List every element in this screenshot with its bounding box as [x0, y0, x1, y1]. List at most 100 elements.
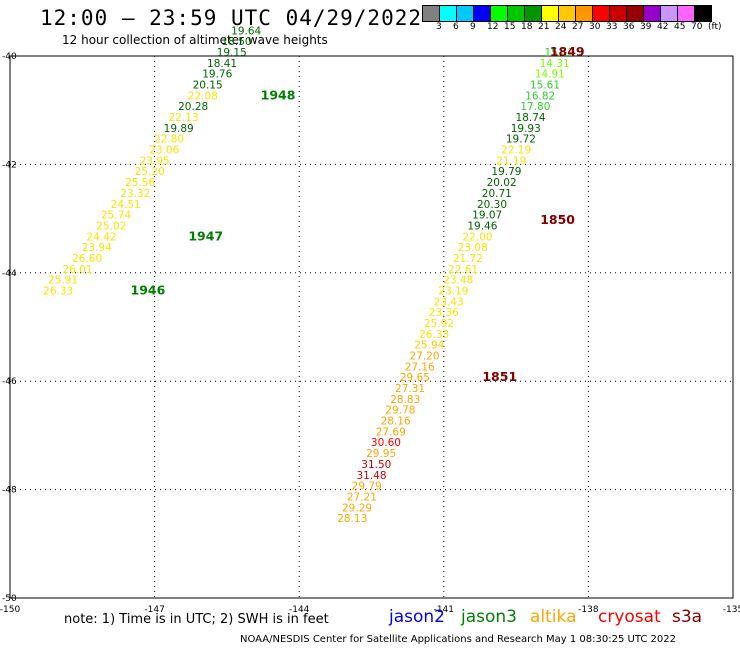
color-scale-tick: 3: [436, 22, 442, 32]
color-swatch: [661, 5, 678, 22]
swh-data-label: 14.31: [540, 58, 570, 70]
swh-data-label: 23.48: [443, 275, 473, 287]
swh-data-label: 31.50: [361, 459, 391, 471]
swh-data-label: 22.61: [448, 264, 478, 276]
swh-data-label: 16.82: [525, 90, 555, 102]
color-swatch: [576, 5, 593, 22]
footer-note: note: 1) Time is in UTC; 2) SWH is in fe…: [64, 612, 329, 627]
swh-data-label: 24.42: [87, 231, 117, 243]
swh-data-label: 28.13: [337, 513, 367, 525]
color-scale-tick: (ft): [708, 22, 722, 32]
y-tick-label: -46: [2, 377, 17, 387]
swh-data-label: 21.72: [453, 253, 483, 265]
color-scale-tick: 9: [470, 22, 476, 32]
satellite-legend-item: altika: [530, 607, 577, 627]
color-scale-tick: 21: [538, 22, 550, 32]
time-label: 1948: [261, 87, 296, 102]
swh-data-label: 19.79: [491, 166, 521, 178]
color-scale-tick: 12: [487, 22, 499, 32]
color-swatch: [457, 5, 474, 22]
swh-data-label: 19.46: [467, 220, 497, 232]
swh-data-label: 19.72: [506, 134, 536, 146]
swh-data-label: 29.95: [366, 448, 396, 460]
swh-data-label: 22.08: [188, 90, 218, 102]
swh-data-label: 17.80: [520, 101, 550, 113]
swh-data-label: 23.43: [434, 296, 464, 308]
y-tick-label: -40: [2, 52, 17, 62]
color-scale-bar: [422, 5, 712, 22]
color-scale-tick: 30: [589, 22, 601, 32]
color-swatch: [491, 5, 508, 22]
swh-data-label: 26.60: [72, 253, 102, 265]
satellite-legend-item: cryosat: [598, 607, 661, 627]
swh-data-label: 28.16: [381, 416, 411, 428]
swh-data-label: 15.61: [530, 80, 560, 92]
swh-data-label: 23.19: [438, 285, 468, 297]
swh-data-label: 25.91: [48, 275, 78, 287]
swh-data-label: 27.31: [395, 383, 425, 395]
swh-data-label: 29.79: [352, 481, 382, 493]
swh-data-label: 22.19: [501, 145, 531, 157]
swh-data-label: 23.06: [149, 145, 179, 157]
swh-data-label: 18.41: [207, 58, 237, 70]
y-tick-label: -42: [2, 160, 17, 170]
y-tick-label: -44: [2, 269, 17, 279]
page-title: 12:00 – 23:59 UTC 04/29/2022: [40, 6, 423, 30]
swh-data-label: 19.89: [164, 123, 194, 135]
x-tick-label: -144: [289, 605, 310, 615]
x-tick-label: -138: [578, 605, 599, 615]
swh-data-label: 27.69: [376, 426, 406, 438]
swh-data-label: 19.64: [231, 25, 261, 37]
color-scale-tick: 70: [691, 22, 703, 32]
color-scale-tick: 36: [623, 22, 635, 32]
swh-data-label: 18.74: [516, 112, 546, 124]
swh-data-label: 20.15: [193, 80, 223, 92]
y-tick-label: -50: [2, 594, 17, 604]
swh-data-label: 25.56: [125, 177, 155, 189]
color-scale-ticks: 3 6 9 12 15 18 21 24 27 30 33 36 39 42 45 70 (ft): [422, 22, 740, 36]
color-swatch: [422, 5, 440, 22]
swh-data-label: 20.28: [178, 101, 208, 113]
swh-data-label: 25.20: [135, 166, 165, 178]
page-subtitle: 12 hour collection of altimeter wave hei…: [62, 33, 328, 47]
color-swatch: [508, 5, 525, 22]
swh-data-label: 22.13: [168, 112, 198, 124]
swh-data-label: 26.33: [43, 285, 73, 297]
x-tick-label: -147: [144, 605, 164, 615]
swh-data-label: 22.80: [154, 134, 184, 146]
swh-data-label: 23.08: [458, 242, 488, 254]
color-scale-tick: 24: [555, 22, 567, 32]
swh-data-label: 21.19: [496, 155, 526, 167]
color-swatch: [525, 5, 542, 22]
color-scale-tick: 18: [521, 22, 533, 32]
swh-data-label: 26.33: [419, 329, 449, 341]
swh-data-label: 31.48: [356, 470, 386, 482]
color-swatch: [695, 5, 712, 22]
swh-data-label: 14.91: [535, 69, 565, 81]
swh-data-label: 28.83: [390, 394, 420, 406]
swh-data-label: 23.94: [82, 242, 112, 254]
swh-data-label: 26.01: [62, 264, 92, 276]
swh-data-label: 19.15: [217, 47, 247, 59]
swh-data-label: 20.02: [487, 177, 517, 189]
color-scale-tick: 6: [453, 22, 459, 32]
time-label: 1947: [188, 228, 223, 243]
swh-data-label: 20.30: [477, 199, 507, 211]
x-tick-label: -141: [434, 605, 454, 615]
color-swatch: [627, 5, 644, 22]
swh-data-label: 27.16: [405, 361, 435, 373]
swh-data-label: 30.60: [371, 437, 401, 449]
time-label: 1946: [131, 282, 166, 297]
swh-data-label: 19.07: [472, 210, 502, 222]
color-scale-tick: 33: [606, 22, 618, 32]
satellite-legend-item: s3a: [672, 607, 703, 627]
color-swatch: [542, 5, 559, 22]
color-scale-tick: 42: [657, 22, 669, 32]
credit-line: NOAA/NESDIS Center for Satellite Applica…: [240, 634, 676, 645]
swh-data-label: 25.92: [424, 318, 454, 330]
swh-data-label: 29.78: [385, 405, 415, 417]
swh-data-label: 27.21: [347, 491, 377, 503]
x-tick-label: -135: [723, 605, 740, 615]
swh-data-label: 25.94: [414, 340, 444, 352]
